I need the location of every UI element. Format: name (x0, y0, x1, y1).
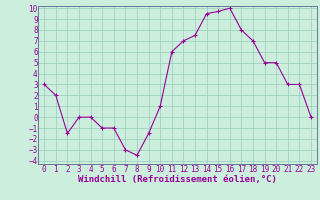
X-axis label: Windchill (Refroidissement éolien,°C): Windchill (Refroidissement éolien,°C) (78, 175, 277, 184)
